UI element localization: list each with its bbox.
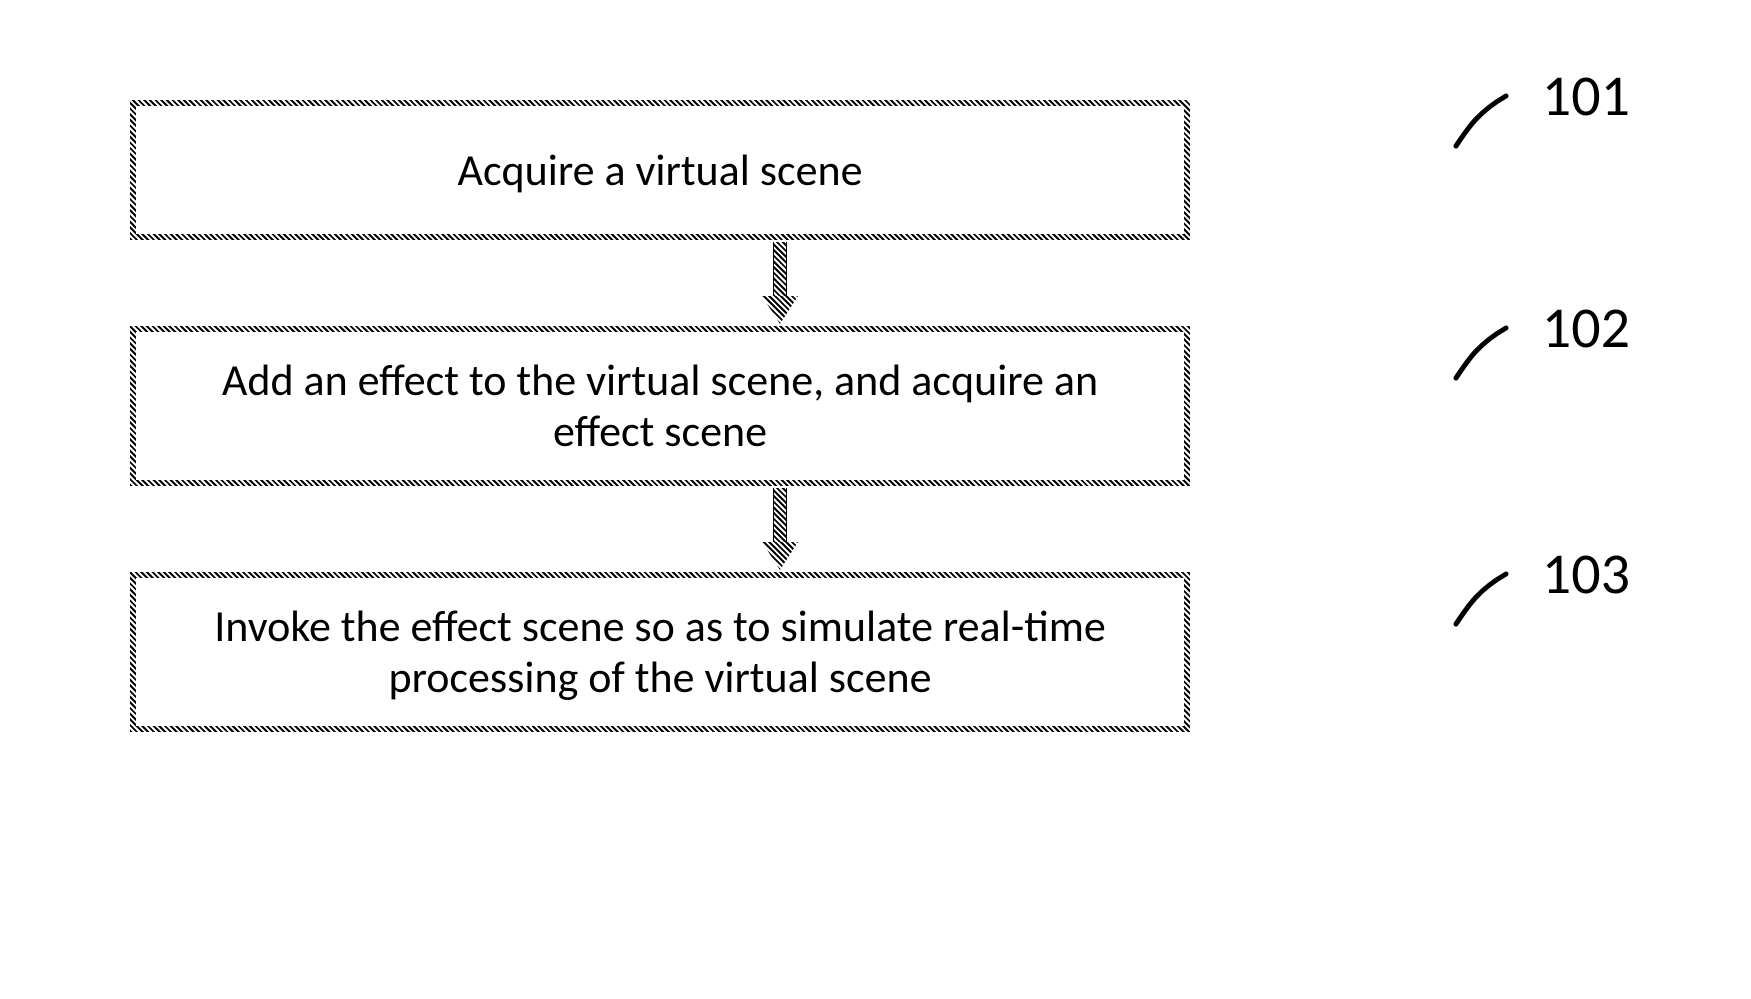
flow-node-wrap: Add an effect to the virtual scene, and … [130,326,1430,486]
flow-node-step-103: Invoke the effect scene so as to simulat… [130,572,1190,732]
flow-node-wrap: Invoke the effect scene so as to simulat… [130,572,1430,732]
callout-leader [1450,320,1520,384]
callout-label: 103 [1542,538,1630,609]
callout-leader [1450,566,1520,630]
callout-leader [1450,88,1520,152]
flow-node-step-101: Acquire a virtual scene [130,100,1190,240]
callout-label: 101 [1542,60,1630,131]
flow-arrow [130,242,1430,324]
flow-arrow [130,488,1430,570]
flow-node-wrap: Acquire a virtual scene101 [130,100,1430,240]
flow-node-step-102: Add an effect to the virtual scene, and … [130,326,1190,486]
flowchart-container: Acquire a virtual scene101 Add an effect … [130,100,1430,732]
callout-label: 102 [1542,292,1630,363]
